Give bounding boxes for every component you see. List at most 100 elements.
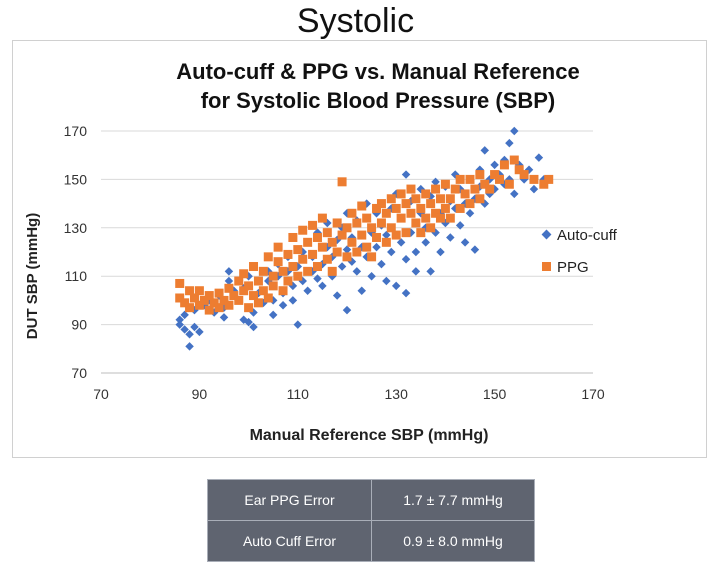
ppg-point <box>278 286 288 296</box>
ppg-point <box>327 237 337 247</box>
ppg-point <box>376 199 386 209</box>
ppg-point <box>396 213 406 223</box>
auto-cuff-point <box>342 305 352 315</box>
auto-cuff-point <box>249 322 258 332</box>
x-tick-label: 70 <box>93 386 109 402</box>
auto-cuff-point <box>396 238 406 247</box>
ppg-point <box>258 266 268 276</box>
ppg-point <box>455 174 465 184</box>
chart-title-line-2: for Systolic Blood Pressure (SBP) <box>201 88 556 113</box>
ppg-point <box>224 300 234 310</box>
ppg-point <box>194 300 204 310</box>
ppg-point <box>214 288 224 298</box>
auto-cuff-point <box>352 267 362 276</box>
auto-cuff-point <box>391 281 401 291</box>
chart-title-line-1: Auto-cuff & PPG vs. Manual Reference <box>176 59 579 84</box>
ppg-point <box>185 286 195 296</box>
ppg-point <box>288 262 298 272</box>
ppg-point <box>426 223 436 233</box>
ppg-point <box>347 208 357 218</box>
auto-cuff-point <box>411 267 421 276</box>
ppg-point <box>298 225 308 235</box>
ppg-point <box>312 262 322 272</box>
ppg-point <box>288 232 298 242</box>
ppg-point <box>440 179 450 189</box>
ppg-point <box>357 230 367 240</box>
y-tick-label: 130 <box>64 220 88 236</box>
ppg-point <box>180 298 190 308</box>
ppg-point <box>332 218 342 228</box>
ppg-point <box>249 262 259 272</box>
ppg-point <box>421 213 431 223</box>
x-tick-label: 150 <box>483 386 507 402</box>
auto-cuff-point <box>313 274 322 283</box>
ppg-point <box>194 286 204 296</box>
auto-cuff-point <box>342 245 352 254</box>
ppg-point <box>263 252 273 262</box>
ppg-point <box>362 213 372 223</box>
auto-cuff-point <box>180 310 189 320</box>
slide-title: Systolic <box>296 2 415 40</box>
auto-cuff-point <box>185 330 194 339</box>
ppg-point <box>347 237 357 247</box>
auto-cuff-point <box>446 233 455 242</box>
legend-label-ppg: PPG <box>557 259 589 276</box>
auto-cuff-point <box>224 267 234 276</box>
ppg-point <box>337 230 347 240</box>
auto-cuff-point <box>382 276 391 286</box>
auto-cuff-point <box>431 177 440 187</box>
scatter-chart: Auto-cuff & PPG vs. Manual Reference for… <box>24 59 618 444</box>
ppg-point <box>268 281 278 291</box>
auto-cuff-point <box>303 286 312 295</box>
ppg-point <box>440 203 450 213</box>
auto-cuff-point <box>195 327 204 337</box>
ppg-point <box>244 281 254 291</box>
ppg-point <box>283 249 293 259</box>
ppg-point <box>465 174 475 184</box>
ppg-point <box>189 293 199 303</box>
table-row: Ear PPG Error 1.7 ± 7.7 mmHg <box>207 479 535 521</box>
auto-cuff-point <box>367 271 376 281</box>
ppg-point <box>317 213 327 223</box>
auto-cuff-point <box>510 126 519 136</box>
x-tick-label: 170 <box>581 386 605 402</box>
auto-cuff-point <box>480 146 490 155</box>
x-tick-label: 90 <box>192 386 208 402</box>
auto-cuff-point <box>401 255 411 264</box>
x-axis-label: Manual Reference SBP (mmHg) <box>250 427 489 444</box>
ppg-point <box>465 199 475 209</box>
ppg-point <box>308 249 318 259</box>
y-tick-label: 170 <box>64 123 88 139</box>
ppg-point <box>332 247 342 257</box>
ppg-point <box>475 170 485 180</box>
ppg-point <box>495 174 505 184</box>
ppg-point <box>298 254 308 264</box>
ppg-point <box>450 184 460 194</box>
auto-cuff-point <box>180 325 189 334</box>
ppg-point <box>445 213 455 223</box>
auto-cuff-point <box>490 160 499 170</box>
auto-cuff-point <box>387 247 396 257</box>
ppg-point <box>431 184 441 194</box>
ppg-point <box>229 291 239 301</box>
ppg-point <box>273 257 283 267</box>
ppg-point <box>445 194 455 204</box>
ppg-point <box>509 155 519 165</box>
ppg-point <box>253 298 263 308</box>
y-tick-label: 70 <box>71 365 87 381</box>
ppg-point <box>308 220 318 230</box>
ppg-point <box>185 303 195 313</box>
legend-marker-ppg <box>542 262 551 271</box>
data-points <box>175 126 554 351</box>
auto-cuff-point <box>505 138 514 148</box>
ppg-point <box>435 194 445 204</box>
ppg-point <box>357 201 367 211</box>
ppg-point <box>455 203 465 213</box>
auto-cuff-point <box>372 242 381 252</box>
ppg-point <box>544 174 554 184</box>
legend: Auto-cuff PPG <box>541 227 618 276</box>
ppg-point <box>322 228 332 238</box>
auto-cuff-point <box>421 238 430 247</box>
ppg-point <box>470 184 480 194</box>
ppg-error-label: Ear PPG Error <box>207 479 372 521</box>
